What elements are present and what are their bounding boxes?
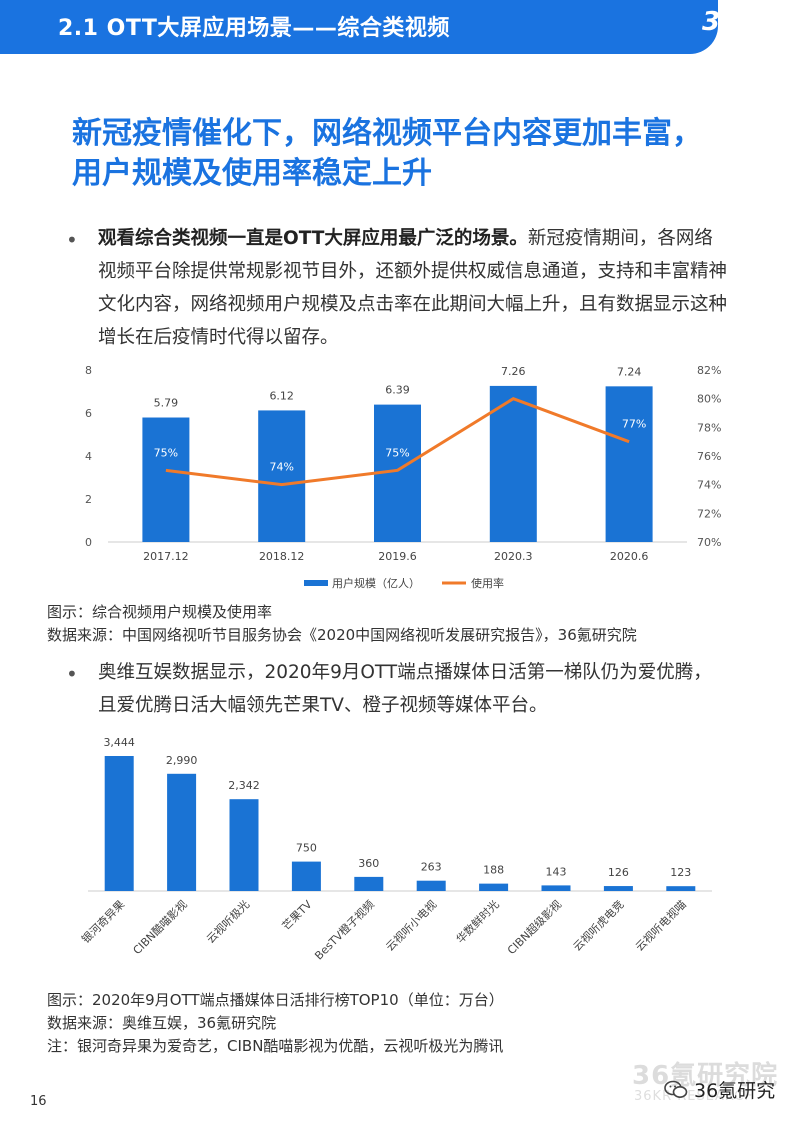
legend-label-users: 用户规模（亿人） [332,576,420,590]
y-tick-label: 4 [85,450,92,463]
x-tick-label: 云视听虎电竞 [570,897,627,954]
bar-value-label: 5.79 [154,397,179,410]
bar [167,773,197,891]
y2-tick-label: 80% [697,393,721,406]
ott-dau-ranking-chart: 3,444 银河奇异果 2,990 CIBN酷喵影视 2,342 云视听极光 750 芒果TV… [79,736,712,962]
heading-line-2: 用户规模及使用率稳定上升 [72,156,432,191]
legend-swatch-users [304,580,328,586]
intro-body-text: 新冠疫情期间，各网络视频平台除提供常规影视节目外，还额外提供权威信息通道，支持和… [98,228,728,348]
bar [479,883,509,891]
x-tick-label: CIBN超级影视 [504,897,564,957]
bar [258,410,306,542]
bar [104,756,134,891]
usage-rate-line [165,397,630,487]
bar-value-label: 263 [421,861,442,874]
bar-value-label: 6.12 [269,389,294,402]
x-tick-label: 2019.6 [378,550,417,563]
bar-value-label: 360 [358,857,379,870]
user-scale-chart: 0 2 4 6 8 70% 72% 74% 76% 78% 80% 82% 5.79 2017.12 6.1… [85,364,721,590]
page-title: 2.1 OTT大屏应用场景——综合类视频 [58,16,450,41]
svg-text:36: 36 [702,7,738,37]
x-tick-label: 2017.12 [143,550,189,563]
intro-paragraph: 观看综合类视频一直是OTT大屏应用最广泛的场景。新冠疫情期间，各网络视频平台除提… [98,222,728,354]
line-value-label: 75% [385,446,409,459]
y2-tick-label: 74% [697,479,721,492]
source-caption-1: 数据来源：中国网络视听节目服务协会《2020中国网络视听发展研究报告》，36氪研… [47,626,637,644]
watermark-subtitle: 36KR RESEARCH [634,1089,756,1104]
x-tick-label: 2020.6 [610,550,649,563]
y-tick-label: 2 [85,493,92,506]
bar [229,799,259,891]
wechat-icon [664,1080,688,1098]
y2-tick-label: 70% [697,536,721,549]
bar [291,861,321,891]
y2-tick-label: 78% [697,421,721,434]
bar-value-label: 188 [483,864,504,877]
heading-line-1: 新冠疫情催化下，网络视频平台内容更加丰富， [72,116,702,151]
x-tick-label: CIBN酷喵影视 [130,897,190,957]
y2-tick-label: 82% [697,364,721,377]
dau-paragraph: 奥维互娱数据显示，2020年9月OTT端点播媒体日活第一梯队仍为爱优腾，且爱优腾… [98,662,712,716]
x-tick-label: 云视听小电视 [383,897,440,954]
note-caption: 注：银河奇异果为爱奇艺，CIBN酷喵影视为优酷，云视听极光为腾讯 [47,1037,504,1055]
x-tick-label: 华数鲜时光 [453,897,502,946]
line-value-label: 77% [622,418,646,431]
bar [605,386,653,542]
bar [541,885,571,891]
bar [416,880,446,891]
bullet-marker: • [66,228,78,252]
x-tick-label: 云视听极光 [203,897,252,946]
line-value-label: 75% [154,446,178,459]
main-heading: 新冠疫情催化下，网络视频平台内容更加丰富， 用户规模及使用率稳定上升 [72,114,752,194]
line-value-label: 74% [269,461,293,474]
y2-tick-label: 72% [697,507,721,520]
line-value-label: 80% [501,375,525,388]
bar [142,417,190,542]
x-tick-label: BesTV橙子视频 [312,897,377,962]
y-tick-label: 8 [85,364,92,377]
y-tick-label: 0 [85,536,92,549]
legend-label-rate: 使用率 [471,576,504,590]
bar-value-label: 3,444 [103,736,135,749]
bar-value-label: 7.24 [617,365,642,378]
x-tick-label: 2018.12 [259,550,305,563]
bar-value-label: 2,342 [228,779,260,792]
source-caption-2: 数据来源：奥维互娱，36氪研究院 [47,1014,277,1032]
wechat-name: 36氪研究 [694,1080,776,1102]
figure-caption-1: 图示：综合视频用户规模及使用率 [47,603,273,621]
header-bar [0,0,718,54]
bar-value-label: 750 [296,842,317,855]
bar-value-label: 126 [608,866,629,879]
bar [354,876,384,891]
bar-value-label: 123 [670,866,691,879]
bullet-marker: • [66,662,78,686]
brand-logo: 36 [702,7,781,54]
bar-value-label: 7.26 [501,365,526,378]
intro-bold-text: 观看综合类视频一直是OTT大屏应用最广泛的场景。 [98,228,528,249]
page-number: 16 [30,1094,47,1109]
bar [666,886,696,891]
watermark-title: 36氪研究院 [632,1061,779,1091]
x-tick-label: 银河奇异果 [79,897,128,946]
figure-caption-2: 图示：2020年9月OTT端点播媒体日活排行榜TOP10（单位：万台） [47,991,504,1009]
x-tick-label: 2020.3 [494,550,533,563]
y-tick-label: 6 [85,407,92,420]
bar-value-label: 2,990 [166,754,198,767]
y2-tick-label: 76% [697,450,721,463]
wechat-account: 36氪研究 [664,1076,775,1103]
bar-value-label: 6.39 [385,384,410,397]
bar-value-label: 143 [546,865,567,878]
x-tick-label: 云视听电视喵 [632,897,689,954]
bar [489,385,537,542]
bar [603,886,633,891]
x-tick-label: 芒果TV [280,898,315,933]
